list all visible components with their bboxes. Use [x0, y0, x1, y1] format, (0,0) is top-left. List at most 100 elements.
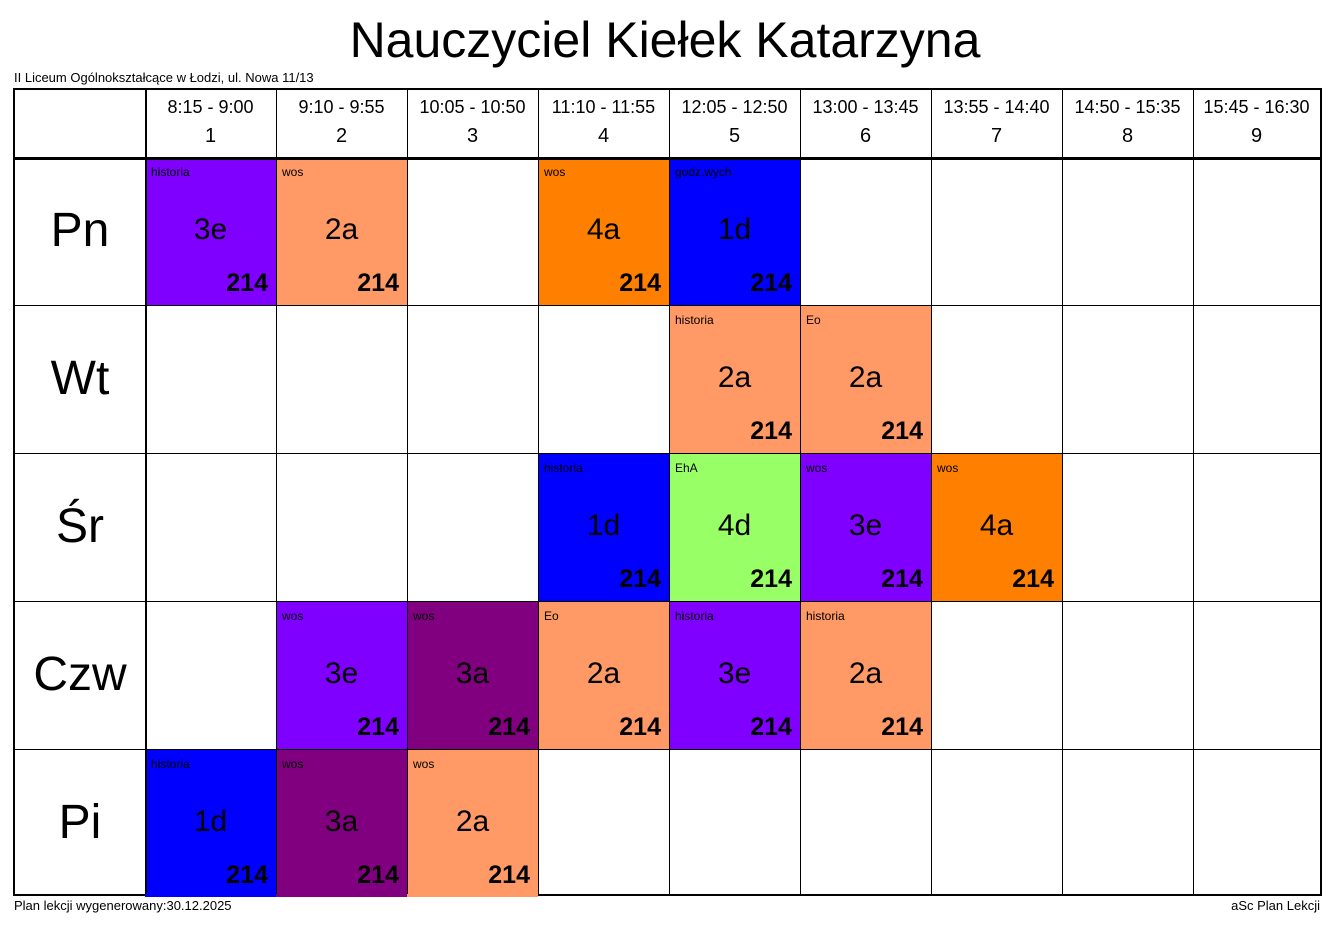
lesson-class: 2a [455, 805, 490, 838]
lesson-room: 214 [619, 269, 661, 297]
period-number: 3 [466, 125, 479, 147]
lesson-subject: Eo [806, 313, 821, 327]
lesson-subject: historia [806, 609, 845, 623]
lesson-subject: historia [544, 461, 583, 475]
lesson-class: 1d [193, 805, 228, 838]
period-number: 4 [597, 125, 610, 147]
lesson-cell[interactable]: historia 2a 214 [669, 305, 800, 453]
lesson-room: 214 [488, 713, 530, 741]
lesson-class: 2a [324, 213, 359, 246]
lesson-cell[interactable]: Eo 2a 214 [800, 305, 931, 453]
timetable-grid: 8:15 - 9:00 1 9:10 - 9:55 2 10:05 - 10:50 3 11… [13, 88, 1322, 897]
lesson-cell[interactable]: wos 4a 214 [538, 157, 669, 305]
generated-date: Plan lekcji wygenerowany:30.12.2025 [14, 898, 232, 913]
lesson-room: 214 [357, 861, 399, 889]
lesson-subject: wos [806, 461, 828, 475]
lesson-room: 214 [881, 565, 923, 593]
lesson-room: 214 [357, 713, 399, 741]
grid-column-line [669, 90, 670, 894]
lesson-cell[interactable]: EhA 4d 214 [669, 453, 800, 601]
period-time: 12:05 - 12:50 [681, 97, 788, 117]
lesson-subject: historia [675, 313, 714, 327]
lesson-class: 1d [717, 213, 752, 246]
lesson-cell[interactable]: historia 1d 214 [538, 453, 669, 601]
lesson-room: 214 [881, 417, 923, 445]
lesson-room: 214 [881, 713, 923, 741]
period-time: 14:50 - 15:35 [1074, 97, 1181, 117]
period-number: 9 [1250, 125, 1263, 147]
lesson-subject: godz.wych [675, 165, 732, 179]
grid-column-line [800, 90, 801, 894]
lesson-subject: historia [675, 609, 714, 623]
lesson-subject: wos [937, 461, 959, 475]
grid-column-line [1062, 90, 1063, 894]
lesson-cell[interactable]: wos 3a 214 [407, 601, 538, 749]
lesson-subject: wos [413, 609, 435, 623]
lesson-cell[interactable]: historia 2a 214 [800, 601, 931, 749]
lesson-class: 2a [848, 361, 883, 394]
day-label: Pn [50, 204, 110, 257]
period-number: 7 [990, 125, 1003, 147]
page-title: Nauczyciel Kiełek Katarzyna [349, 12, 981, 68]
grid-column-line [931, 90, 932, 894]
day-label: Wt [50, 352, 110, 405]
period-time: 8:15 - 9:00 [167, 97, 254, 117]
lesson-cell[interactable]: Eo 2a 214 [538, 601, 669, 749]
lesson-room: 214 [226, 861, 268, 889]
grid-column-line [1193, 90, 1194, 894]
period-time: 9:10 - 9:55 [298, 97, 385, 117]
lesson-cell[interactable]: wos 2a 214 [276, 157, 407, 305]
period-header: 8:15 - 9:00 1 [145, 90, 276, 157]
lesson-cell[interactable]: historia 1d 214 [145, 749, 276, 897]
lesson-class: 4a [979, 509, 1014, 542]
lesson-cell[interactable]: wos 2a 214 [407, 749, 538, 897]
lesson-room: 214 [226, 269, 268, 297]
lesson-class: 3e [193, 213, 228, 246]
grid-row-line [15, 749, 1320, 750]
period-header: 13:55 - 14:40 7 [931, 90, 1062, 157]
period-header: 11:10 - 11:55 4 [538, 90, 669, 157]
lesson-subject: wos [413, 757, 435, 771]
lesson-cell[interactable]: wos 3e 214 [800, 453, 931, 601]
grid-row-line [15, 453, 1320, 454]
lesson-room: 214 [750, 713, 792, 741]
period-number: 2 [335, 125, 348, 147]
period-header: 10:05 - 10:50 3 [407, 90, 538, 157]
lesson-class: 3e [717, 657, 752, 690]
period-time: 11:10 - 11:55 [551, 97, 656, 117]
lesson-class: 2a [586, 657, 621, 690]
period-header: 12:05 - 12:50 5 [669, 90, 800, 157]
period-number: 1 [204, 125, 217, 147]
period-header: 15:45 - 16:30 9 [1193, 90, 1320, 157]
day-label: Pi [58, 796, 102, 849]
grid-column-line [538, 90, 539, 894]
lesson-cell[interactable]: historia 3e 214 [145, 157, 276, 305]
period-number: 5 [728, 125, 741, 147]
grid-row-line [15, 601, 1320, 602]
lesson-cell[interactable]: wos 3a 214 [276, 749, 407, 897]
lesson-cell[interactable]: wos 4a 214 [931, 453, 1062, 601]
lesson-class: 1d [586, 509, 621, 542]
lesson-subject: historia [151, 165, 190, 179]
period-number: 6 [859, 125, 872, 147]
grid-column-line [276, 90, 277, 894]
lesson-room: 214 [357, 269, 399, 297]
lesson-class: 3e [324, 657, 359, 690]
lesson-room: 214 [1012, 565, 1054, 593]
lesson-room: 214 [488, 861, 530, 889]
lesson-room: 214 [750, 565, 792, 593]
app-name: aSc Plan Lekcji [1231, 898, 1320, 913]
grid-header-line [15, 157, 1320, 160]
period-time: 13:55 - 14:40 [943, 97, 1050, 117]
period-number: 8 [1121, 125, 1134, 147]
lesson-subject: EhA [675, 461, 698, 475]
lesson-class: 2a [848, 657, 883, 690]
lesson-cell[interactable]: godz.wych 1d 214 [669, 157, 800, 305]
lesson-cell[interactable]: wos 3e 214 [276, 601, 407, 749]
lesson-cell[interactable]: historia 3e 214 [669, 601, 800, 749]
lesson-room: 214 [750, 417, 792, 445]
period-time: 10:05 - 10:50 [419, 97, 526, 117]
grid-column-line [145, 90, 147, 894]
period-time: 15:45 - 16:30 [1203, 97, 1310, 117]
lesson-subject: wos [282, 165, 304, 179]
